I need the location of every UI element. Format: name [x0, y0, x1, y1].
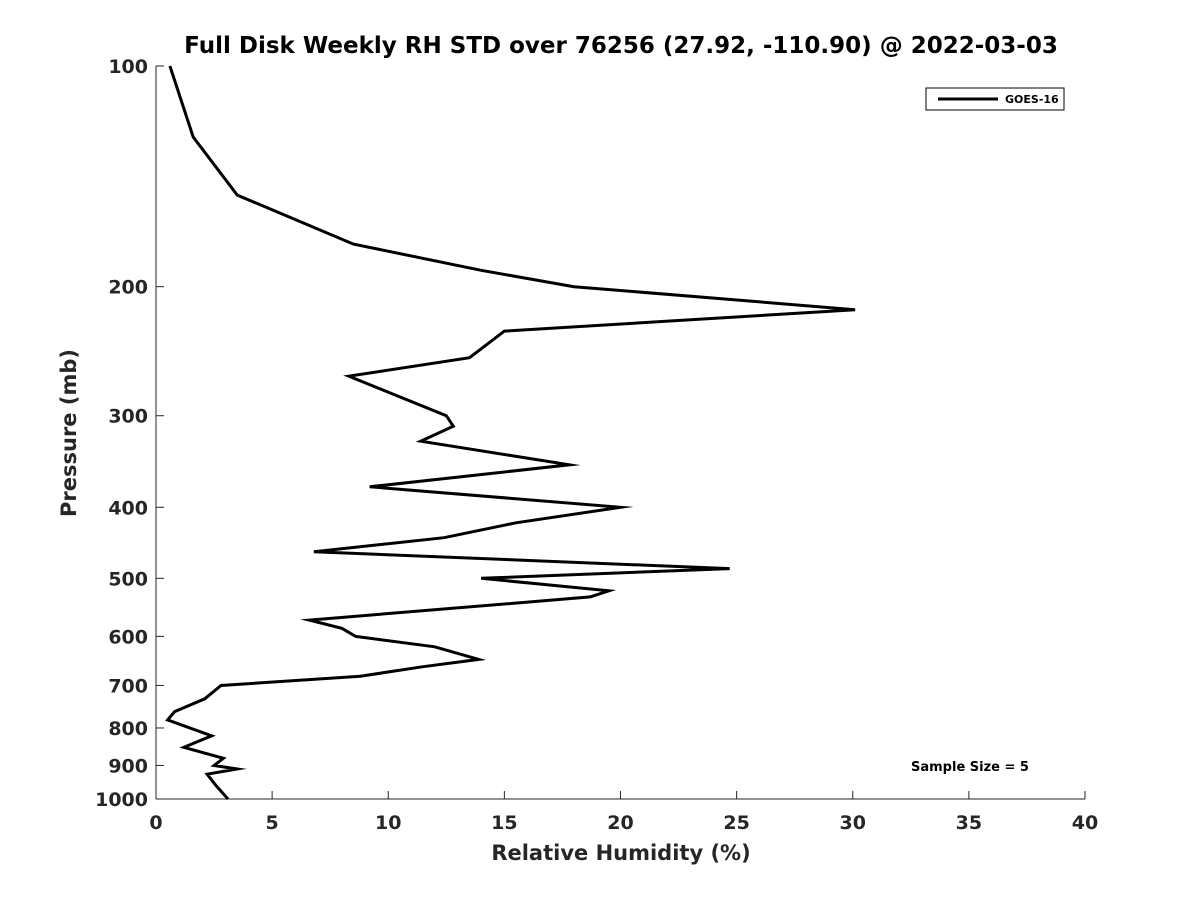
y-tick-label: 500 [108, 568, 148, 590]
y-tick-label: 800 [108, 718, 148, 740]
x-tick-label: 5 [266, 812, 279, 834]
legend: GOES-16 [925, 87, 1065, 111]
y-tick-label: 200 [108, 277, 148, 299]
x-axis-label: Relative Humidity (%) [491, 841, 750, 865]
y-tick-label: 600 [108, 626, 148, 648]
x-tick-label: 30 [840, 812, 866, 834]
x-tick-label: 10 [375, 812, 401, 834]
x-tick-label: 35 [956, 812, 982, 834]
sample-size-annotation: Sample Size = 5 [911, 760, 1029, 775]
y-tick-label: 300 [108, 406, 148, 428]
y-tick-label: 100 [108, 56, 148, 78]
y-axis-label: Pressure (mb) [57, 349, 81, 517]
x-tick-label: 25 [723, 812, 749, 834]
x-tick-label: 0 [149, 812, 162, 834]
legend-label-goes-16: GOES-16 [1005, 93, 1059, 106]
y-tick-label: 1000 [95, 789, 148, 811]
y-tick-label: 400 [108, 497, 148, 519]
x-tick-label: 40 [1072, 812, 1098, 834]
series-line-goes-16 [165, 65, 856, 800]
x-tick-label: 15 [491, 812, 517, 834]
chart-title: Full Disk Weekly RH STD over 76256 (27.9… [184, 33, 1058, 59]
plot-area: 0 5 10 15 20 25 30 35 40 100 200 300 400 500 600 700 800… [95, 56, 1098, 834]
x-tick-label: 20 [607, 812, 633, 834]
y-tick-label: 900 [108, 755, 148, 777]
y-tick-label: 700 [108, 675, 148, 697]
